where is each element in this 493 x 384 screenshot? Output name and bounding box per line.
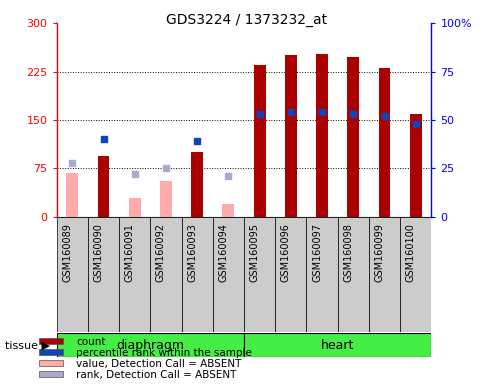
Text: GSM160089: GSM160089 — [62, 223, 72, 281]
Bar — [181, 217, 213, 332]
Bar — [39, 349, 63, 355]
Bar — [348, 57, 359, 217]
Bar — [39, 338, 63, 344]
Bar — [67, 173, 78, 217]
Bar — [57, 217, 88, 332]
Bar — [254, 65, 266, 217]
Text: count: count — [76, 336, 106, 346]
Text: GDS3224 / 1373232_at: GDS3224 / 1373232_at — [166, 13, 327, 27]
Text: GSM160095: GSM160095 — [249, 223, 260, 282]
Bar — [213, 217, 244, 332]
Bar — [191, 152, 203, 217]
Bar — [400, 217, 431, 332]
Text: GSM160091: GSM160091 — [125, 223, 135, 281]
Bar — [57, 333, 244, 357]
Text: heart: heart — [321, 339, 354, 352]
Bar — [119, 217, 150, 332]
Bar — [316, 54, 328, 217]
Text: GSM160099: GSM160099 — [375, 223, 385, 281]
Text: GSM160093: GSM160093 — [187, 223, 197, 281]
Bar — [275, 217, 307, 332]
Bar — [410, 114, 422, 217]
Text: GSM160098: GSM160098 — [343, 223, 353, 281]
Text: GSM160097: GSM160097 — [312, 223, 322, 282]
Text: GSM160096: GSM160096 — [281, 223, 291, 281]
Text: diaphragm: diaphragm — [116, 339, 184, 352]
Bar — [129, 198, 141, 217]
Text: GSM160092: GSM160092 — [156, 223, 166, 282]
Text: GSM160090: GSM160090 — [94, 223, 104, 281]
Text: GSM160094: GSM160094 — [218, 223, 228, 281]
Text: tissue ▶: tissue ▶ — [5, 340, 50, 350]
Bar — [244, 217, 275, 332]
Bar — [379, 68, 390, 217]
Bar — [39, 371, 63, 377]
Text: GSM160100: GSM160100 — [406, 223, 416, 281]
Text: rank, Detection Call = ABSENT: rank, Detection Call = ABSENT — [76, 370, 237, 380]
Text: percentile rank within the sample: percentile rank within the sample — [76, 348, 252, 358]
Bar — [160, 181, 172, 217]
Bar — [98, 156, 109, 217]
Bar — [39, 360, 63, 366]
Bar — [222, 204, 234, 217]
Bar — [338, 217, 369, 332]
Bar — [88, 217, 119, 332]
Bar — [244, 333, 431, 357]
Bar — [307, 217, 338, 332]
Text: value, Detection Call = ABSENT: value, Detection Call = ABSENT — [76, 359, 242, 369]
Bar — [285, 55, 297, 217]
Bar — [150, 217, 181, 332]
Bar — [369, 217, 400, 332]
